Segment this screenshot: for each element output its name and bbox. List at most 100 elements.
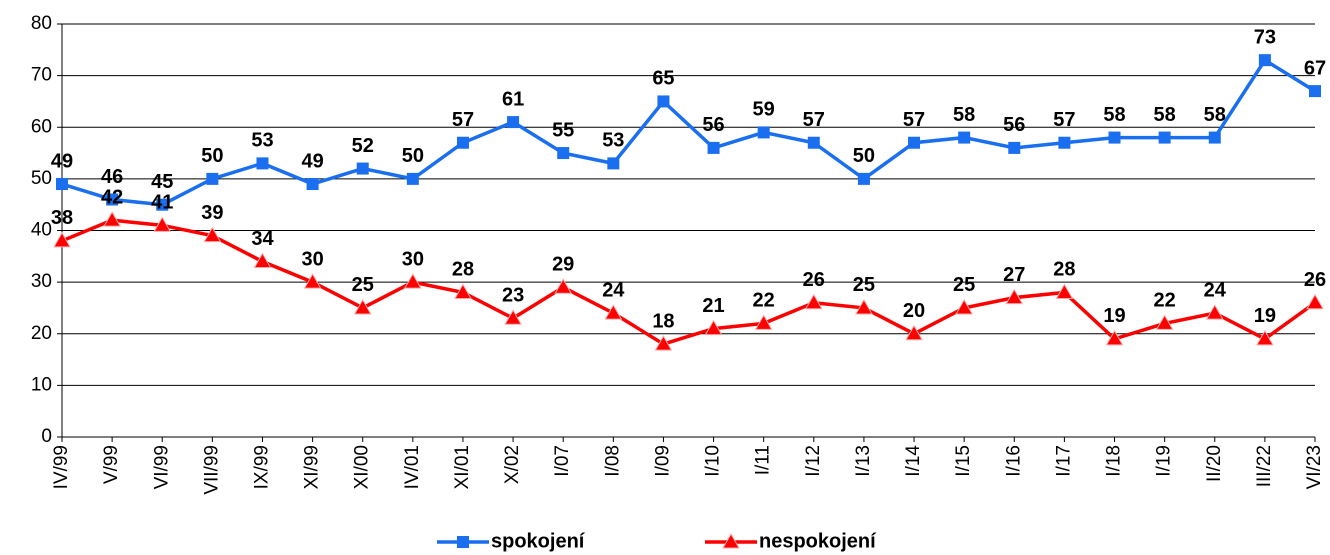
marker [456, 136, 469, 149]
y-tick-label: 50 [31, 168, 52, 189]
marker [406, 172, 419, 185]
data-label: 45 [151, 171, 173, 193]
data-label: 58 [1103, 104, 1125, 126]
data-label: 26 [1304, 269, 1326, 291]
x-tick-label: I/10 [703, 445, 724, 477]
data-label: 65 [652, 68, 674, 90]
data-label: 23 [502, 285, 524, 307]
marker [1309, 85, 1321, 98]
marker [156, 198, 169, 211]
y-tick-label: 70 [31, 65, 52, 86]
marker [554, 278, 573, 294]
marker [654, 335, 673, 351]
marker [1008, 141, 1021, 154]
legend-label: spokojení [491, 530, 586, 552]
marker [403, 273, 422, 289]
y-tick-label: 0 [41, 426, 52, 447]
y-tick-label: 30 [31, 271, 52, 292]
data-label: 20 [903, 300, 925, 322]
x-tick-label: III/22 [1254, 445, 1275, 487]
marker [557, 147, 570, 160]
y-tick-label: 60 [31, 116, 52, 137]
data-label: 25 [352, 274, 374, 296]
marker [657, 95, 670, 108]
data-label: 56 [1003, 114, 1025, 136]
data-label: 26 [803, 269, 825, 291]
data-label: 56 [702, 114, 724, 136]
marker [707, 141, 720, 154]
marker [1108, 131, 1121, 144]
x-tick-label: I/08 [602, 445, 623, 477]
x-tick-label: I/11 [753, 445, 774, 475]
data-label: 50 [853, 145, 875, 167]
marker [807, 136, 820, 149]
x-tick-label: I/17 [1053, 445, 1074, 477]
y-tick-label: 80 [31, 13, 52, 34]
data-label: 25 [853, 274, 875, 296]
marker [1005, 288, 1024, 305]
marker [1055, 283, 1074, 299]
marker [1058, 136, 1071, 149]
marker [958, 131, 971, 144]
data-label: 59 [753, 99, 775, 121]
data-label: 18 [652, 310, 674, 332]
data-label: 42 [101, 186, 123, 208]
data-label: 29 [552, 254, 574, 276]
data-label: 19 [1103, 305, 1125, 327]
marker [1205, 304, 1224, 320]
y-tick-label: 20 [31, 323, 52, 344]
marker [757, 126, 770, 139]
marker [955, 298, 974, 315]
series-line [61, 218, 1317, 346]
data-label: 55 [552, 119, 574, 141]
marker [1158, 131, 1171, 144]
data-label: 28 [452, 259, 474, 281]
marker [905, 324, 923, 341]
data-label: 38 [51, 207, 73, 229]
x-tick-label: VII/99 [201, 445, 222, 495]
data-label: 67 [1304, 57, 1326, 79]
x-tick-label: IV/99 [51, 445, 72, 489]
marker [857, 172, 870, 185]
data-label: 30 [402, 248, 424, 270]
marker [256, 157, 269, 170]
marker [356, 162, 369, 175]
data-label: 58 [1204, 104, 1226, 126]
x-tick-label: I/19 [1154, 445, 1175, 477]
x-tick-label: VI/99 [151, 445, 172, 489]
x-tick-label: I/09 [652, 445, 673, 477]
x-tick-label: XI/00 [352, 445, 373, 489]
data-label: 57 [1053, 109, 1075, 131]
data-label: 50 [402, 145, 424, 167]
data-label: 27 [1003, 264, 1025, 286]
marker [855, 298, 873, 315]
data-label: 34 [251, 228, 274, 250]
data-label: 57 [452, 109, 474, 131]
x-tick-label: I/18 [1104, 445, 1125, 477]
data-label: 58 [953, 104, 975, 126]
x-tick-label: IV/01 [402, 445, 423, 489]
marker [106, 193, 119, 206]
data-label: 21 [702, 295, 724, 317]
data-label: 53 [602, 130, 624, 152]
marker [56, 178, 68, 191]
marker [253, 252, 272, 268]
x-tick-label: I/12 [803, 445, 824, 477]
x-tick-label: I/15 [953, 445, 974, 477]
marker [908, 136, 921, 149]
marker [1155, 314, 1174, 330]
data-label: 28 [1053, 259, 1075, 281]
data-label: 58 [1154, 104, 1176, 126]
data-label: 25 [953, 274, 975, 296]
x-tick-label: I/14 [903, 445, 924, 477]
x-tick-label: VI/23 [1304, 445, 1325, 489]
marker [704, 319, 723, 336]
data-label: 41 [151, 192, 173, 214]
marker [1306, 293, 1324, 310]
data-label: 22 [753, 290, 775, 312]
marker [1208, 131, 1221, 144]
data-label: 49 [301, 150, 323, 172]
data-label: 30 [301, 248, 323, 270]
marker [353, 298, 372, 315]
